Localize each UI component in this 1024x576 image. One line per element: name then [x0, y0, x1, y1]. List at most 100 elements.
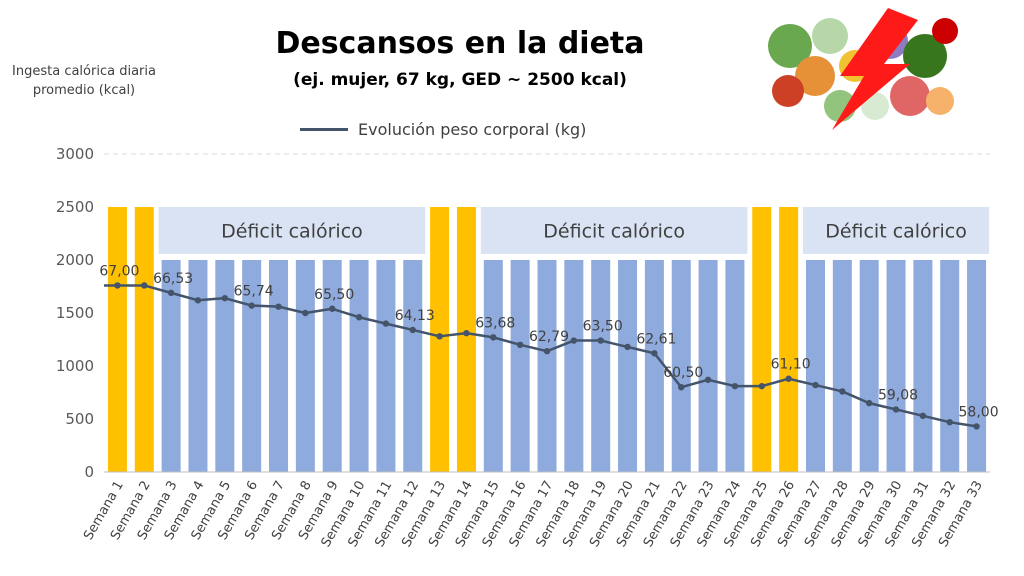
weight-data-label: 62,61 [636, 331, 676, 347]
weight-point [624, 343, 631, 351]
weight-data-label: 63,68 [475, 315, 515, 331]
weight-data-label: 66,53 [153, 271, 193, 287]
weight-point [597, 337, 604, 344]
bar [618, 260, 638, 472]
legend: Evolución peso corporal (kg) [300, 118, 586, 140]
weight-point [812, 381, 819, 389]
weight-point [865, 399, 873, 407]
lightning-bolt-icon [832, 8, 918, 130]
weight-point [973, 423, 980, 430]
weight-data-label: 61,10 [771, 357, 811, 373]
weight-point [114, 282, 121, 289]
weight-point [275, 303, 282, 310]
y-tick-label: 2500 [56, 198, 94, 216]
bar [752, 207, 772, 472]
weight-data-label: 60,50 [663, 365, 703, 381]
bar [564, 260, 584, 472]
weight-point [892, 406, 900, 413]
weight-data-label: 64,13 [395, 308, 435, 324]
legend-line-swatch [300, 127, 348, 131]
bar [215, 260, 235, 472]
weight-data-label: 65,50 [314, 287, 354, 303]
bar [859, 260, 879, 472]
bar [967, 260, 987, 472]
chart-subtitle: (ej. mujer, 67 kg, GED ~ 2500 kcal) [293, 70, 627, 90]
bar [242, 260, 262, 472]
bar [779, 207, 799, 472]
weight-point [355, 314, 363, 321]
weight-line [104, 284, 977, 428]
bar [134, 207, 154, 472]
weight-point [651, 350, 658, 357]
y-axis-label: Ingesta calórica diaria promedio (kcal) [12, 64, 156, 98]
bar [349, 260, 369, 472]
weight-data-label: 63,50 [583, 319, 623, 335]
weight-point [516, 341, 524, 348]
weight-point [946, 418, 953, 426]
weight-point [543, 347, 551, 355]
bar [376, 260, 396, 472]
bar [161, 260, 181, 472]
bar [725, 260, 745, 472]
weight-point [141, 282, 148, 289]
bar [269, 260, 289, 472]
y-tick-label: 2000 [56, 251, 94, 269]
weight-point [382, 320, 390, 327]
bar [322, 260, 342, 472]
bar [832, 260, 852, 472]
bar [886, 260, 906, 472]
weight-point [167, 289, 175, 297]
weight-point [248, 302, 255, 309]
bar [537, 260, 557, 472]
weight-point [463, 329, 470, 337]
weight-point [490, 334, 497, 341]
weight-point [758, 382, 765, 390]
annotation-label: Déficit calórico [221, 221, 363, 243]
weight-point [570, 337, 578, 344]
y-tick-label: 500 [65, 410, 94, 428]
bar [403, 260, 423, 472]
annotation-label: Déficit calórico [543, 221, 685, 243]
bar [107, 207, 127, 472]
bar [644, 260, 664, 472]
legend-label: Evolución peso corporal (kg) [358, 119, 587, 139]
bar [591, 260, 611, 472]
weight-point [194, 297, 202, 304]
weight-point [302, 309, 309, 317]
bar [483, 260, 503, 472]
bar [510, 260, 530, 472]
y-tick-label: 3000 [56, 145, 94, 163]
y-tick-label: 0 [84, 463, 94, 481]
weight-point [409, 326, 416, 334]
weight-point [436, 333, 443, 340]
bar [940, 260, 960, 472]
food-lightning-image [768, 8, 958, 130]
weight-point [839, 388, 846, 395]
weight-data-label: 67,00 [99, 263, 139, 279]
weight-data-label: 58,00 [959, 404, 999, 420]
weight-point [785, 375, 792, 382]
weight-point [221, 294, 229, 302]
weight-data-label: 59,08 [878, 387, 918, 403]
chart-title: Descansos en la dieta [275, 26, 645, 61]
bar [456, 207, 476, 472]
weight-point [678, 384, 685, 391]
weight-data-label: 62,79 [529, 329, 569, 345]
bar [295, 260, 315, 472]
deficit-band [480, 207, 748, 254]
bar [671, 260, 691, 472]
weight-point [704, 376, 712, 383]
annotation-label: Déficit calórico [825, 221, 967, 243]
deficit-band [158, 207, 426, 254]
weight-point [329, 305, 336, 312]
weight-point [731, 382, 739, 390]
deficit-band [802, 207, 990, 254]
y-tick-label: 1500 [56, 304, 94, 322]
bar [805, 260, 825, 472]
y-tick-label: 1000 [56, 357, 94, 375]
weight-point [919, 412, 927, 420]
bar [188, 260, 208, 472]
bar [913, 260, 933, 472]
weight-data-label: 65,74 [234, 284, 274, 300]
